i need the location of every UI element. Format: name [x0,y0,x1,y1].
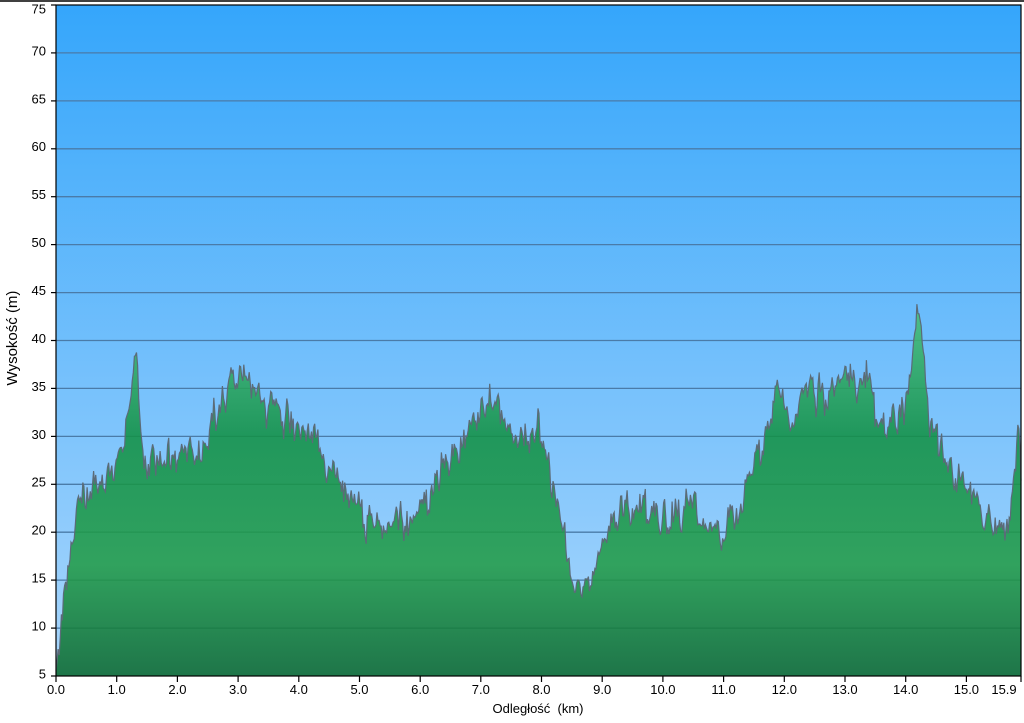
svg-text:14.0: 14.0 [893,682,918,697]
svg-text:35: 35 [32,379,46,394]
svg-text:8.0: 8.0 [532,682,550,697]
svg-text:70: 70 [32,43,46,58]
svg-text:7.0: 7.0 [472,682,490,697]
svg-text:55: 55 [32,187,46,202]
svg-text:5.0: 5.0 [350,682,368,697]
svg-text:30: 30 [32,427,46,442]
svg-text:50: 50 [32,235,46,250]
svg-text:45: 45 [32,283,46,298]
svg-text:15: 15 [32,571,46,586]
svg-text:Wysokość (m): Wysokość (m) [4,291,21,386]
svg-text:3.0: 3.0 [229,682,247,697]
svg-text:20: 20 [32,523,46,538]
svg-text:6.0: 6.0 [411,682,429,697]
svg-text:11.0: 11.0 [711,682,735,697]
svg-text:0.0: 0.0 [47,682,65,697]
svg-text:15.9: 15.9 [991,682,1016,697]
svg-text:40: 40 [32,331,46,346]
svg-text:25: 25 [32,475,46,490]
svg-text:13.0: 13.0 [832,682,857,697]
svg-text:75: 75 [32,1,46,16]
svg-text:5: 5 [39,666,46,681]
svg-text:Odległość (km): Odległość (km) [492,701,583,716]
svg-text:10.0: 10.0 [650,682,675,697]
svg-text:65: 65 [32,91,46,106]
svg-text:4.0: 4.0 [290,682,308,697]
svg-text:12.0: 12.0 [772,682,797,697]
svg-text:10: 10 [32,619,46,634]
svg-text:60: 60 [32,139,46,154]
svg-text:1.0: 1.0 [108,682,126,697]
svg-text:2.0: 2.0 [168,682,186,697]
svg-text:9.0: 9.0 [593,682,611,697]
svg-text:15.0: 15.0 [954,682,979,697]
